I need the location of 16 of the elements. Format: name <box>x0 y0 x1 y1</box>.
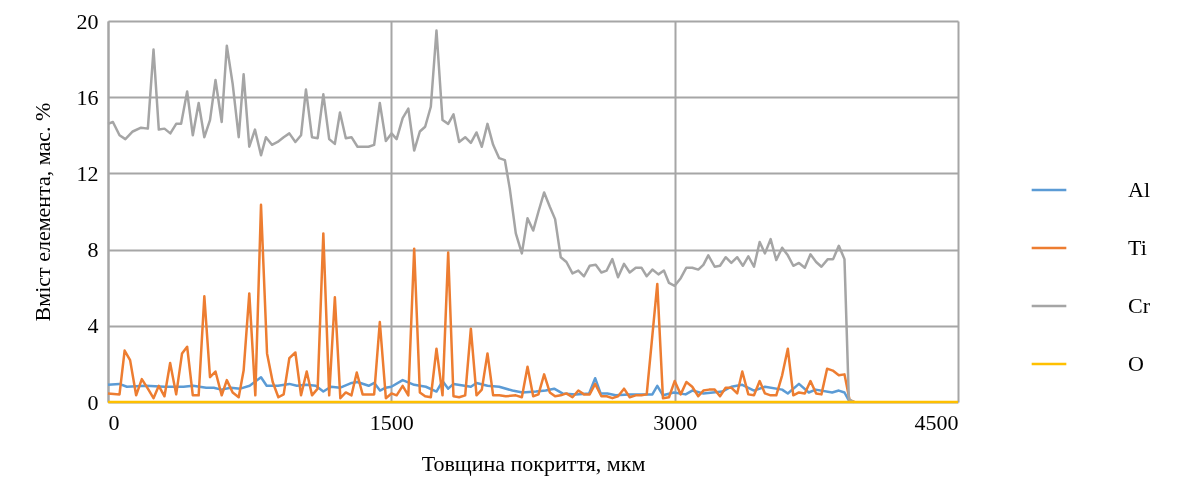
x-axis-title: Товщина покриття, мкм <box>421 450 646 476</box>
x-tick-label: 1500 <box>369 409 414 435</box>
y-tick-label: 16 <box>76 84 99 110</box>
x-tick-label: 3000 <box>653 409 698 435</box>
y-tick-label: 4 <box>87 313 99 339</box>
y-tick-label: 20 <box>76 8 99 34</box>
text: O <box>1128 351 1144 376</box>
text: Ti <box>1128 235 1147 260</box>
y-axis-title: Вміст елемента, мас. % <box>29 102 55 322</box>
text: Al <box>1128 177 1150 202</box>
text: Cr <box>1128 293 1151 318</box>
y-tick-label: 8 <box>87 237 99 263</box>
y-tick-label: 0 <box>87 389 99 415</box>
x-tick-label: 0 <box>108 409 120 435</box>
y-tick-label: 12 <box>76 160 99 186</box>
x-tick-label: 4500 <box>914 409 959 435</box>
